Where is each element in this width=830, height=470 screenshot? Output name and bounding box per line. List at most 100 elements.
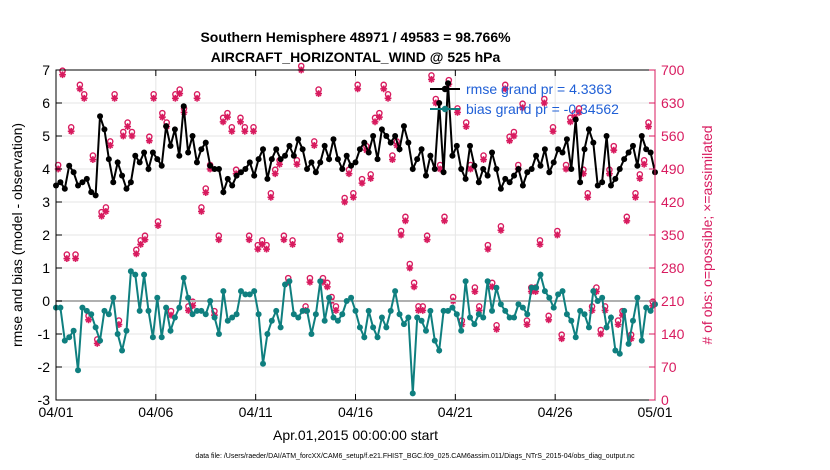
rmse-point — [471, 162, 478, 169]
obs-assimilated-marker — [415, 307, 422, 314]
rmse-point — [101, 126, 108, 133]
obs-assimilated-marker — [158, 113, 166, 121]
bias-point — [251, 288, 258, 295]
bias-point — [202, 311, 209, 318]
rmse-point — [541, 146, 548, 153]
bias-point — [119, 347, 126, 354]
obs-assimilated-marker — [67, 127, 75, 135]
bias-point — [599, 294, 606, 301]
rmse-point — [480, 166, 487, 172]
legend-rmse-marker — [441, 85, 449, 93]
rmse-point — [528, 166, 535, 172]
left-y-tick-label: 1 — [42, 260, 50, 276]
rmse-point — [127, 179, 134, 186]
obs-assimilated-marker — [614, 321, 622, 328]
rmse-point — [563, 136, 570, 143]
bias-point — [105, 311, 112, 318]
rmse-point — [409, 166, 416, 172]
bias-point — [299, 307, 306, 314]
bias-point — [79, 304, 86, 311]
rmse-point — [590, 139, 597, 146]
bias-point — [603, 324, 610, 331]
obs-assimilated-marker — [85, 316, 92, 324]
obs-assimilated-marker — [519, 104, 527, 112]
bias-point — [594, 298, 601, 304]
obs-assimilated-marker — [575, 109, 583, 116]
rmse-point — [97, 113, 104, 120]
bias-point — [484, 278, 491, 285]
rmse-point — [392, 133, 399, 139]
rmse-point — [321, 142, 328, 149]
rmse-point — [246, 159, 253, 166]
rmse-point — [497, 185, 504, 192]
rmse-point — [559, 149, 566, 156]
bias-point — [629, 317, 636, 324]
obs-assimilated-marker — [306, 278, 314, 286]
obs-assimilated-marker — [636, 175, 644, 182]
obs-assimilated-marker — [141, 236, 149, 244]
rmse-point — [462, 175, 469, 182]
right-y-axis-label: # of obs: o=possible; ×=assimilated — [699, 125, 715, 344]
rmse-point — [57, 179, 64, 186]
rmse-point — [304, 166, 311, 172]
bias-point — [383, 324, 390, 331]
rmse-point — [163, 123, 170, 130]
rmse-point — [61, 185, 68, 192]
bias-point — [537, 271, 544, 278]
bias-point — [590, 288, 597, 295]
rmse-point — [158, 162, 165, 169]
bias-point — [356, 324, 363, 331]
rmse-point — [237, 169, 244, 176]
bias-point — [541, 288, 548, 295]
obs-assimilated-marker — [493, 325, 500, 333]
rmse-point — [387, 139, 394, 146]
left-y-tick-label: -3 — [38, 392, 51, 408]
rmse-point — [70, 169, 77, 176]
rmse-point — [66, 162, 73, 169]
left-y-axis-label: rmse and bias (model - observation) — [9, 123, 25, 347]
bias-point — [326, 294, 333, 301]
rmse-point — [123, 185, 130, 192]
obs-assimilated-marker — [645, 123, 652, 130]
bias-point — [334, 317, 341, 324]
bias-point — [207, 298, 214, 304]
obs-assimilated-marker — [375, 113, 383, 121]
bias-point — [607, 314, 614, 321]
rmse-point — [193, 159, 200, 166]
obs-assimilated-marker — [150, 94, 158, 102]
left-y-tick-label: 5 — [42, 128, 50, 144]
obs-assimilated-marker — [484, 245, 492, 253]
right-y-tick-label: 0 — [661, 392, 669, 408]
bias-point — [462, 278, 469, 285]
bias-point — [114, 331, 121, 337]
obs-assimilated-marker — [106, 142, 114, 149]
rmse-point — [273, 146, 280, 153]
right-y-tick-label: 630 — [661, 95, 685, 111]
rmse-point — [167, 142, 174, 149]
rmse-point — [198, 146, 205, 153]
bias-point — [312, 311, 319, 318]
rmse-point — [229, 182, 236, 189]
obs-assimilated-marker — [358, 179, 366, 187]
bias-point — [180, 274, 187, 281]
bias-point — [533, 284, 540, 291]
obs-assimilated-marker — [124, 123, 132, 130]
bias-point — [440, 307, 447, 314]
rmse-point — [242, 166, 249, 172]
bias-point — [400, 321, 407, 328]
obs-assimilated-marker — [72, 255, 79, 262]
obs-assimilated-marker — [471, 288, 479, 295]
obs-assimilated-marker — [145, 137, 153, 145]
bias-series — [53, 268, 658, 397]
rmse-point — [211, 166, 218, 172]
bias-point — [643, 304, 650, 311]
obs-assimilated-marker — [419, 307, 427, 314]
obs-assimilated-marker — [267, 193, 275, 201]
bias-point — [343, 298, 350, 304]
rmse-point — [119, 172, 126, 179]
rmse-point — [467, 142, 474, 149]
rmse-point — [484, 172, 491, 179]
obs-assimilated-marker — [132, 250, 140, 258]
obs-assimilated-marker — [76, 85, 84, 93]
rmse-point — [449, 152, 456, 159]
